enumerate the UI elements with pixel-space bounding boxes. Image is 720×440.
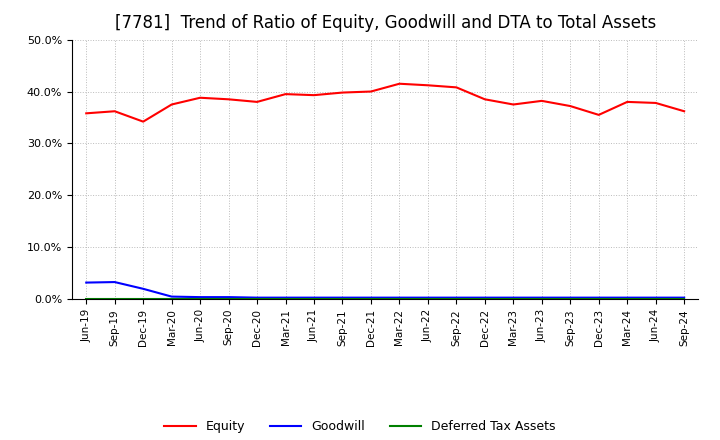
Deferred Tax Assets [652,296,660,301]
Equity [253,99,261,105]
Deferred Tax Assets [566,296,575,301]
Goodwill [282,295,290,300]
Goodwill [167,294,176,299]
Equity [196,95,204,100]
Goodwill [595,295,603,300]
Equity [110,109,119,114]
Deferred Tax Assets [595,296,603,301]
Deferred Tax Assets [480,296,489,301]
Deferred Tax Assets [537,296,546,301]
Deferred Tax Assets [623,296,631,301]
Equity [310,92,318,98]
Equity [338,90,347,95]
Deferred Tax Assets [423,296,432,301]
Goodwill [480,295,489,300]
Line: Goodwill: Goodwill [86,282,684,297]
Deferred Tax Assets [225,296,233,301]
Goodwill [623,295,631,300]
Equity [452,85,461,90]
Goodwill [537,295,546,300]
Deferred Tax Assets [338,296,347,301]
Goodwill [509,295,518,300]
Equity [82,111,91,116]
Goodwill [196,294,204,300]
Equity [652,100,660,106]
Deferred Tax Assets [395,296,404,301]
Equity [225,97,233,102]
Deferred Tax Assets [139,296,148,301]
Goodwill [652,295,660,300]
Equity [623,99,631,105]
Deferred Tax Assets [680,296,688,301]
Goodwill [366,295,375,300]
Goodwill [253,295,261,300]
Equity [595,112,603,117]
Deferred Tax Assets [310,296,318,301]
Goodwill [310,295,318,300]
Deferred Tax Assets [253,296,261,301]
Title: [7781]  Trend of Ratio of Equity, Goodwill and DTA to Total Assets: [7781] Trend of Ratio of Equity, Goodwil… [114,15,656,33]
Goodwill [338,295,347,300]
Goodwill [566,295,575,300]
Equity [680,109,688,114]
Deferred Tax Assets [452,296,461,301]
Equity [480,97,489,102]
Goodwill [139,286,148,291]
Equity [282,92,290,97]
Deferred Tax Assets [82,296,91,301]
Deferred Tax Assets [366,296,375,301]
Deferred Tax Assets [110,296,119,301]
Equity [167,102,176,107]
Goodwill [680,295,688,300]
Goodwill [82,280,91,285]
Deferred Tax Assets [196,296,204,301]
Goodwill [452,295,461,300]
Equity [509,102,518,107]
Goodwill [423,295,432,300]
Equity [139,119,148,124]
Legend: Equity, Goodwill, Deferred Tax Assets: Equity, Goodwill, Deferred Tax Assets [159,415,561,438]
Goodwill [110,279,119,285]
Equity [566,103,575,109]
Equity [395,81,404,86]
Equity [366,89,375,94]
Deferred Tax Assets [167,296,176,301]
Goodwill [395,295,404,300]
Goodwill [225,294,233,300]
Deferred Tax Assets [509,296,518,301]
Equity [537,98,546,103]
Equity [423,83,432,88]
Line: Equity: Equity [86,84,684,121]
Deferred Tax Assets [282,296,290,301]
